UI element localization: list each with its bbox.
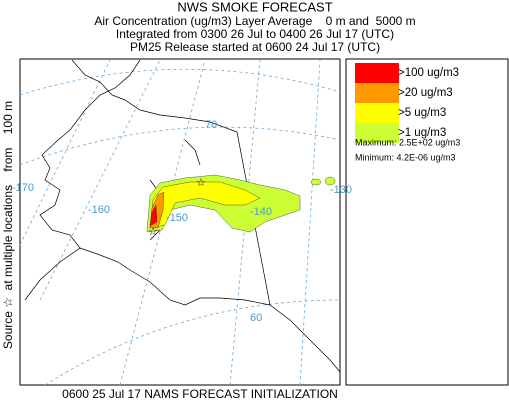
- map-frame: [19, 58, 341, 386]
- legend-label: >1 ug/m3: [398, 127, 446, 139]
- legend-swatch: [355, 123, 399, 143]
- source-marker: ☆: [196, 177, 206, 189]
- graticule-label: -170: [12, 182, 34, 194]
- graticule: [19, 68, 341, 96]
- legend-frame: [345, 58, 509, 386]
- map: ☆ ☆ -170 -160 -150 -140 -130 70 60: [12, 59, 352, 386]
- subtitle: Air Concentration (ug/m3) Layer Average …: [94, 14, 415, 28]
- legend-label: >5 ug/m3: [398, 107, 446, 119]
- graticule-label: -150: [166, 212, 188, 224]
- graticule: [19, 126, 341, 166]
- graticule: [39, 59, 161, 301]
- graticule-label: -130: [330, 184, 352, 196]
- subtitle: PM25 Release started at 0600 24 Jul 17 (…: [130, 40, 380, 54]
- subtitle: Integrated from 0300 26 Jul to 0400 26 J…: [116, 27, 394, 41]
- graticule: [119, 59, 206, 386]
- legend-label: >20 ug/m3: [398, 87, 453, 99]
- graticule-label: 60: [250, 312, 262, 324]
- graticule-label: -160: [88, 204, 110, 216]
- graticule: [299, 59, 321, 386]
- legend: >100 ug/m3 >20 ug/m3 >5 ug/m3 >1 ug/m3: [355, 63, 459, 143]
- source-label: Source ☆ at multiple locations from 100 …: [1, 101, 15, 349]
- plume-patch: [324, 176, 336, 186]
- legend-swatch: [355, 63, 399, 83]
- graticule-label: 70: [205, 119, 217, 131]
- legend-swatch: [355, 83, 399, 103]
- graticule: [44, 299, 341, 386]
- source-marker: ☆: [148, 226, 158, 238]
- minimum: Minimum: 4.2E-06 ug/m3: [355, 152, 456, 162]
- plume-gt5: [149, 181, 261, 229]
- plume-gt100: [149, 204, 158, 227]
- legend-label: >100 ug/m3: [398, 67, 459, 79]
- graticule-label: -140: [250, 206, 272, 218]
- graticule: [19, 59, 111, 246]
- footer: 0600 25 Jul 17 NAMS FORECAST INITIALIZAT…: [62, 387, 338, 401]
- legend-swatch: [355, 103, 399, 123]
- maximum: Maximum: 2.5E+02 ug/m3: [355, 137, 460, 147]
- title: NWS SMOKE FORECAST: [177, 0, 332, 14]
- plume-patch: [310, 178, 322, 186]
